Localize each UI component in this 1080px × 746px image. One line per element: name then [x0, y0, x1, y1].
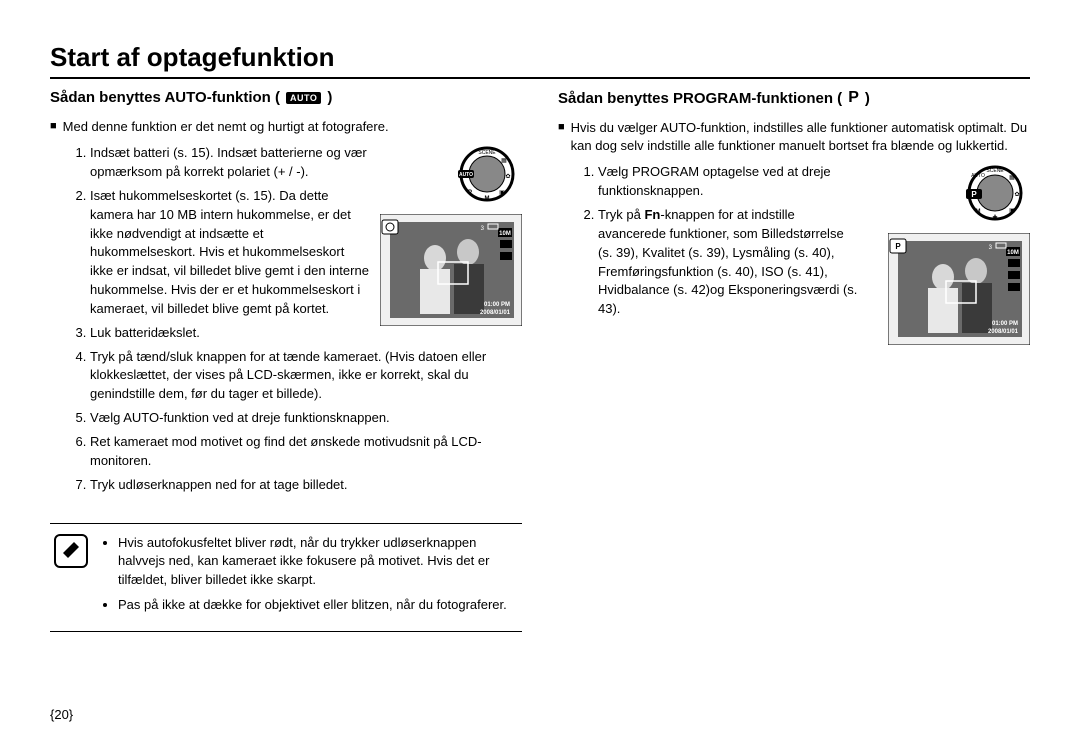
svg-text:✿: ✿	[505, 173, 510, 180]
svg-text:01:00 PM: 01:00 PM	[484, 302, 510, 308]
svg-text:AUTO: AUTO	[971, 173, 985, 179]
mode-dial-auto-image: AUTO SCENE ▦ ✿ ▣ M P	[452, 144, 522, 204]
mode-dial-program-image: P AUTO SCENE ▦ ✿ ▣ ✚ M	[960, 163, 1030, 223]
step2-bold: Fn	[644, 207, 660, 222]
svg-text:P: P	[468, 190, 472, 196]
svg-text:✿: ✿	[1014, 191, 1019, 198]
list-item: Ret kameraet mod motivet og find det øns…	[90, 433, 522, 471]
list-item: Tryk udløserknappen ned for at tage bill…	[90, 476, 522, 495]
svg-text:P: P	[971, 190, 977, 199]
left-subheading-after: )	[327, 89, 332, 106]
list-item: Hvis autofokusfeltet bliver rødt, når du…	[118, 534, 514, 591]
svg-text:2008/01/01: 2008/01/01	[988, 329, 1019, 335]
list-item: Luk batteridækslet.	[90, 324, 522, 343]
left-subheading-text: Sådan benyttes AUTO-funktion (	[50, 89, 280, 106]
svg-text:▣: ▣	[1009, 208, 1015, 214]
right-intro: ■ Hvis du vælger AUTO-funktion, indstill…	[558, 119, 1030, 155]
right-subheading-text: Sådan benyttes PROGRAM-funktionen (	[558, 90, 842, 107]
left-column: Sådan benyttes AUTO-funktion ( AUTO ) ■ …	[50, 89, 522, 632]
right-subheading: Sådan benyttes PROGRAM-funktionen ( P )	[558, 89, 1030, 107]
list-item: Tryk på tænd/sluk knappen for at tænde k…	[90, 348, 522, 405]
list-item: Vælg AUTO-funktion ved at dreje funktion…	[90, 409, 522, 428]
left-intro: ■ Med denne funktion er det nemt og hurt…	[50, 118, 522, 136]
svg-text:01:00 PM: 01:00 PM	[992, 321, 1018, 327]
step2-prefix: Tryk på	[598, 207, 644, 222]
svg-text:✚: ✚	[992, 214, 997, 221]
svg-text:10M: 10M	[499, 231, 511, 237]
note-list: Hvis autofokusfeltet bliver rødt, når du…	[100, 534, 514, 621]
right-subheading-after: )	[865, 90, 870, 107]
svg-text:2008/01/01: 2008/01/01	[480, 310, 511, 316]
p-badge-icon: P	[848, 89, 859, 107]
page-title: Start af optagefunktion	[50, 42, 1030, 73]
svg-text:M: M	[485, 196, 490, 202]
svg-text:M: M	[976, 209, 981, 215]
svg-text:P: P	[895, 242, 901, 251]
auto-badge-icon: AUTO	[286, 92, 321, 104]
left-subheading: Sådan benyttes AUTO-funktion ( AUTO )	[50, 89, 522, 106]
svg-text:10M: 10M	[1007, 250, 1019, 256]
svg-text:SCENE: SCENE	[478, 150, 496, 156]
svg-text:SCENE: SCENE	[986, 168, 1004, 174]
step2-suffix: -knappen for at indstille avancerede fun…	[598, 207, 857, 316]
left-intro-text: Med denne funktion er det nemt og hurtig…	[63, 118, 389, 136]
page-number: {20}	[50, 707, 73, 722]
svg-text:▦: ▦	[501, 158, 507, 164]
list-item: Pas på ikke at dække for objektivet elle…	[118, 596, 514, 615]
note-box: Hvis autofokusfeltet bliver rødt, når du…	[50, 523, 522, 632]
right-intro-text: Hvis du vælger AUTO-funktion, indstilles…	[571, 119, 1030, 155]
note-pencil-icon	[54, 534, 88, 621]
right-column: Sådan benyttes PROGRAM-funktionen ( P ) …	[558, 89, 1030, 632]
svg-text:▣: ▣	[499, 190, 505, 196]
svg-text:▦: ▦	[1009, 175, 1015, 181]
lcd-preview-auto-image: 10M 01:00 PM 2008/01/01 3	[380, 214, 522, 326]
title-rule	[50, 77, 1030, 79]
bullet-square-icon: ■	[50, 118, 57, 136]
svg-text:AUTO: AUTO	[459, 172, 473, 178]
lcd-preview-program-image: P 10M 01:00 PM 2008/01/01 3	[888, 233, 1030, 345]
bullet-square-icon: ■	[558, 119, 565, 155]
